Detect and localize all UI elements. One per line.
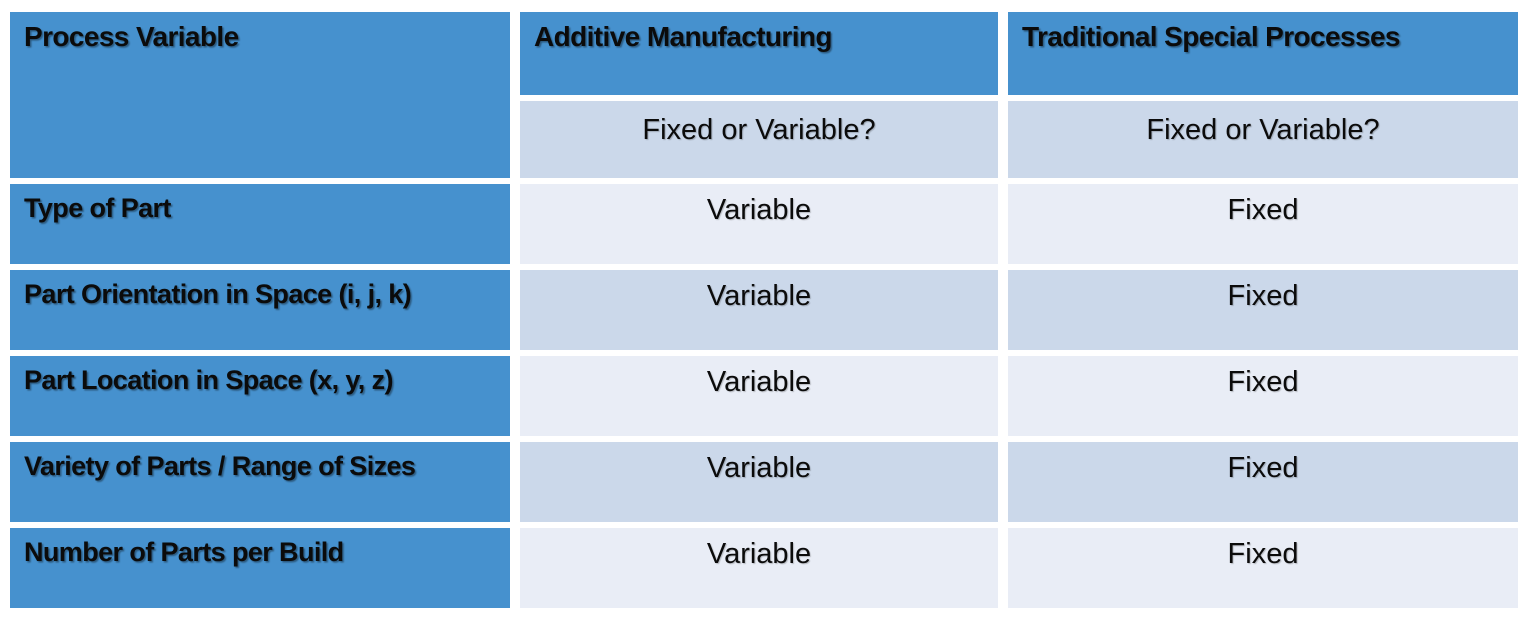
subheader-row: Fixed or Variable? Fixed or Variable? <box>10 101 1518 178</box>
cell-traditional-value: Fixed <box>1008 184 1518 264</box>
row-label-part-location: Part Location in Space (x, y, z) <box>10 356 510 436</box>
process-comparison-table: Process Variable Additive Manufacturing … <box>0 6 1528 614</box>
cell-additive-value: Variable <box>520 270 998 350</box>
subheader-cell-additive: Fixed or Variable? <box>520 101 998 178</box>
cell-additive-value: Variable <box>520 356 998 436</box>
header-cell-traditional-special-processes: Traditional Special Processes <box>1008 12 1518 95</box>
cell-additive-value: Variable <box>520 528 998 608</box>
row-label-part-orientation: Part Orientation in Space (i, j, k) <box>10 270 510 350</box>
cell-traditional-value: Fixed <box>1008 356 1518 436</box>
header-cell-process-variable: Process Variable <box>10 12 510 178</box>
table-row: Part Orientation in Space (i, j, k) Vari… <box>10 270 1518 350</box>
row-label-number-of-parts: Number of Parts per Build <box>10 528 510 608</box>
table-row: Type of Part Variable Fixed <box>10 184 1518 264</box>
cell-additive-value: Variable <box>520 442 998 522</box>
row-label-variety-of-parts: Variety of Parts / Range of Sizes <box>10 442 510 522</box>
subheader-cell-traditional: Fixed or Variable? <box>1008 101 1518 178</box>
header-row: Process Variable Additive Manufacturing … <box>10 12 1518 178</box>
table-row: Number of Parts per Build Variable Fixed <box>10 528 1518 608</box>
cell-traditional-value: Fixed <box>1008 270 1518 350</box>
cell-traditional-value: Fixed <box>1008 442 1518 522</box>
cell-additive-value: Variable <box>520 184 998 264</box>
header-cell-additive-manufacturing: Additive Manufacturing <box>520 12 998 95</box>
table-row: Variety of Parts / Range of Sizes Variab… <box>10 442 1518 522</box>
row-label-type-of-part: Type of Part <box>10 184 510 264</box>
table-row: Part Location in Space (x, y, z) Variabl… <box>10 356 1518 436</box>
cell-traditional-value: Fixed <box>1008 528 1518 608</box>
